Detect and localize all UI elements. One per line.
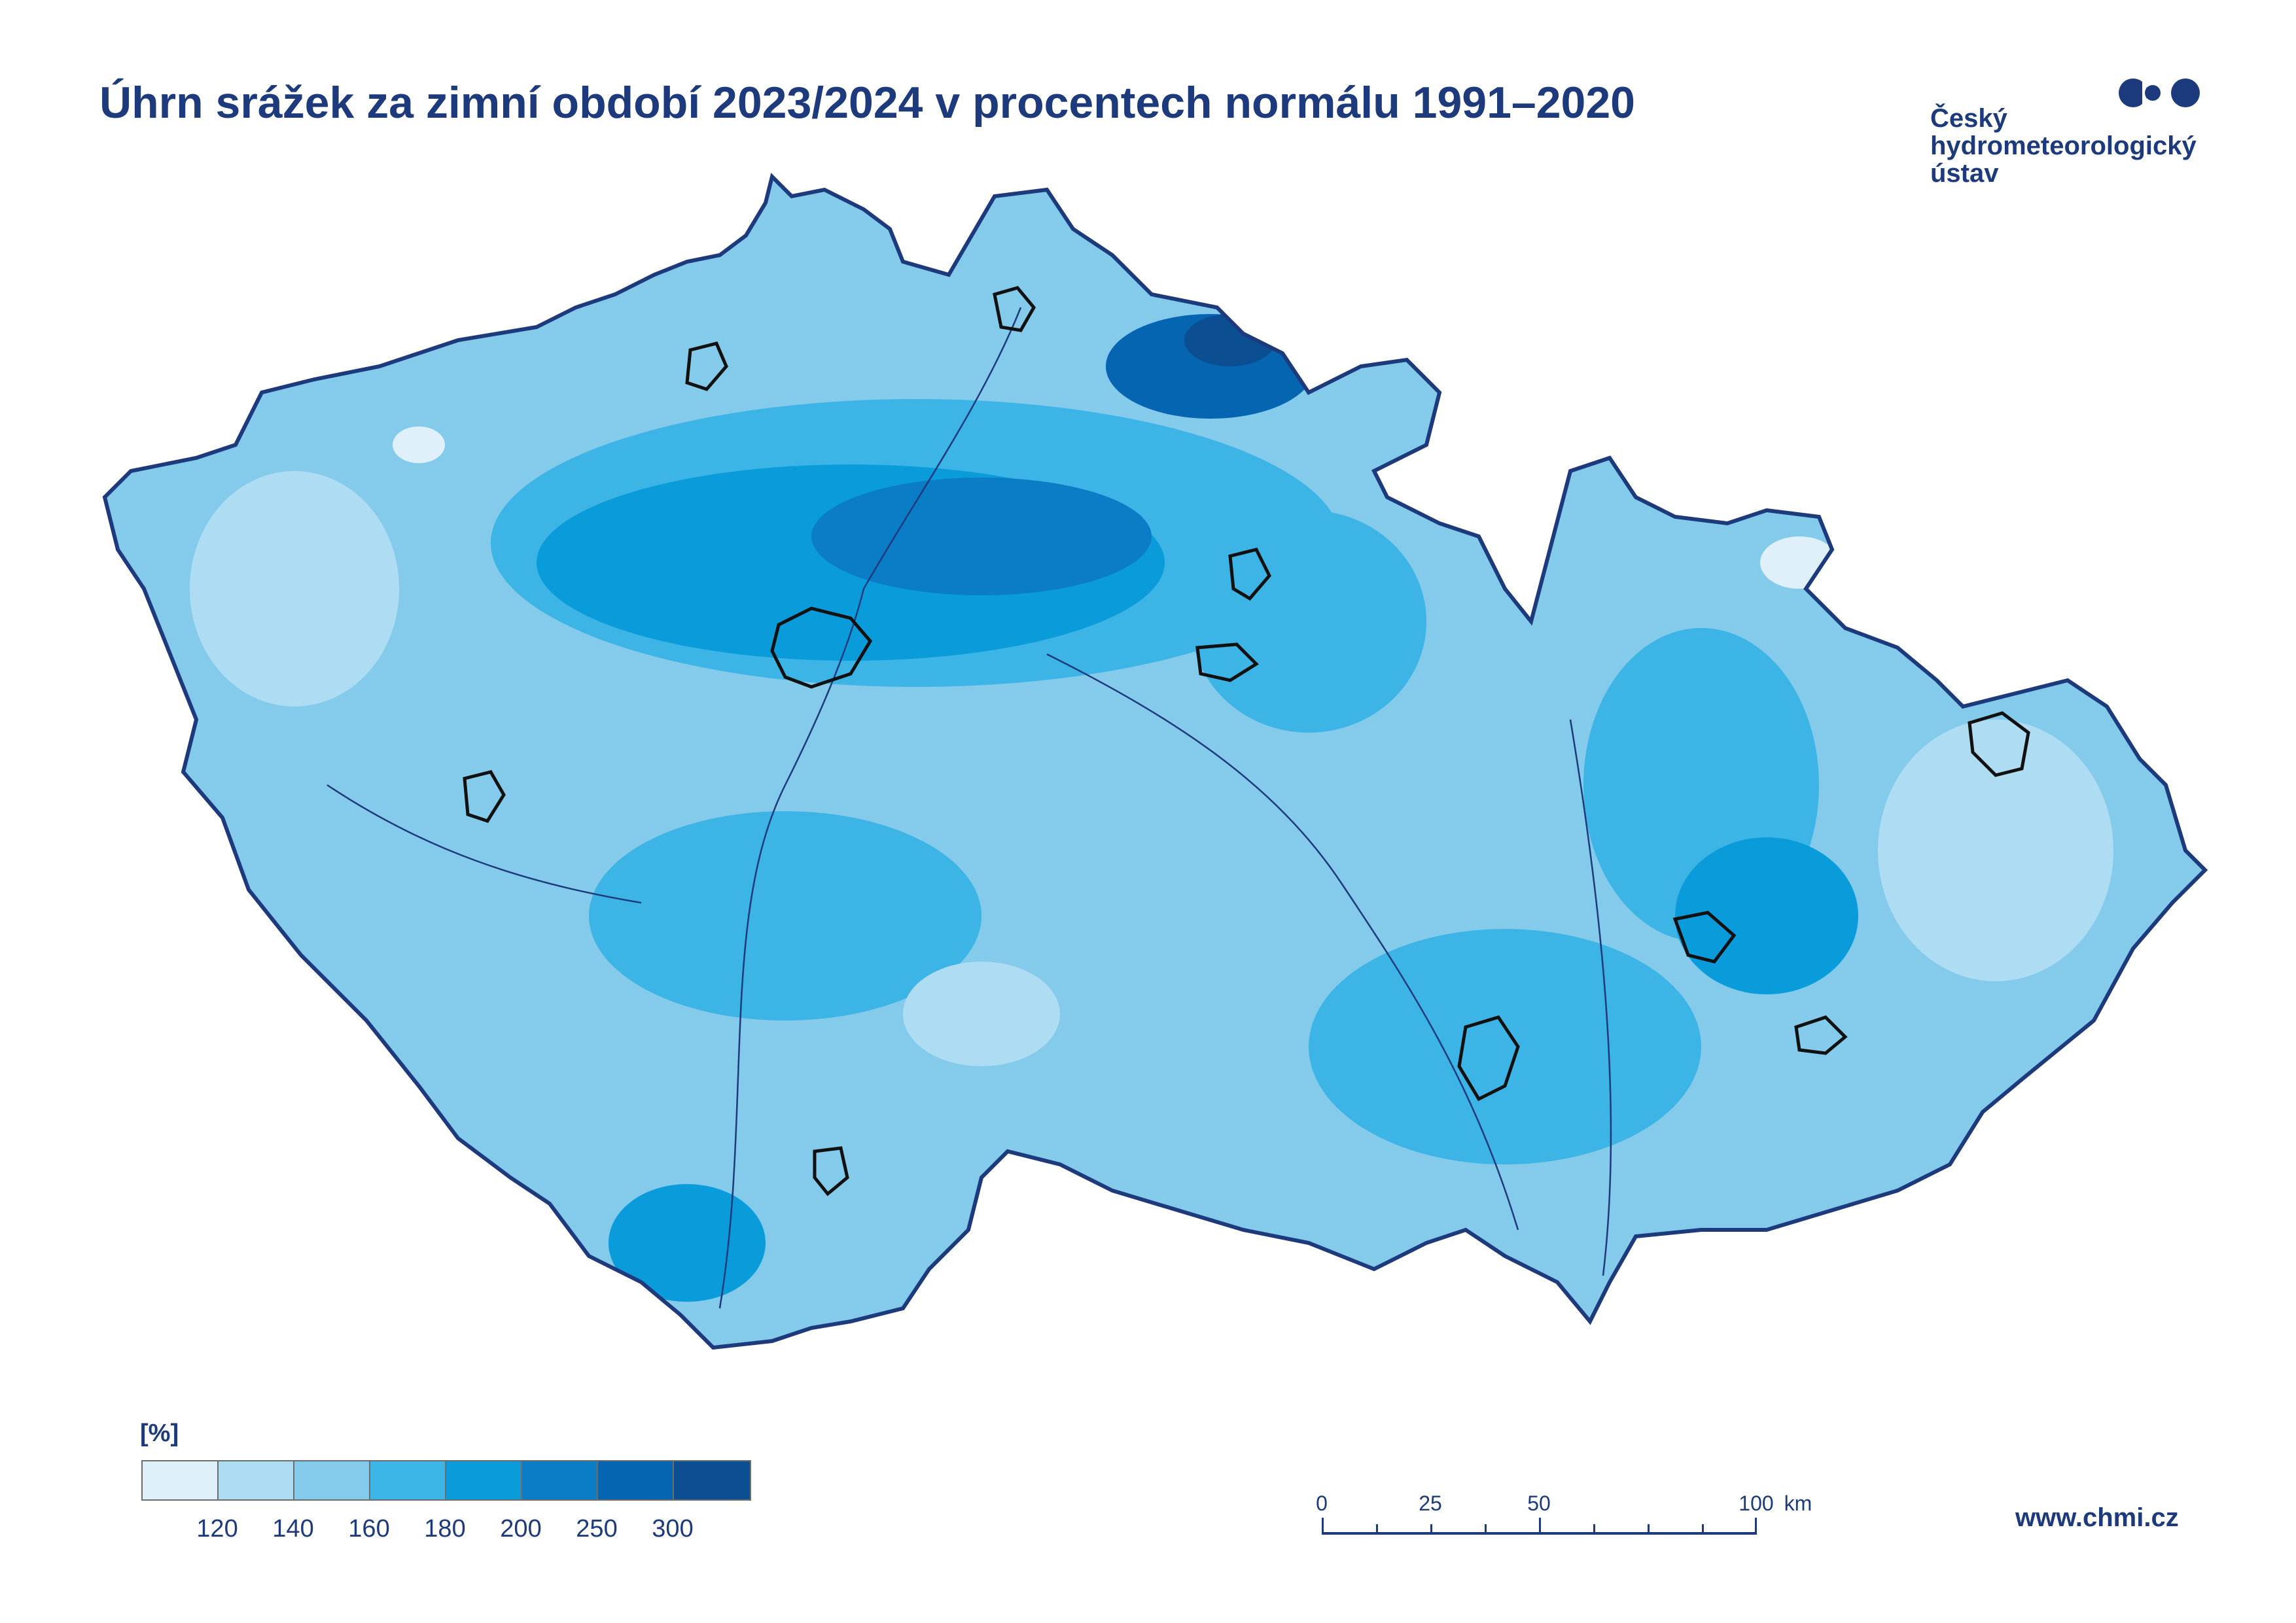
legend-swatch <box>294 1461 370 1499</box>
legend-label: 300 <box>652 1515 694 1543</box>
brno-outline <box>1457 1015 1520 1102</box>
legend-swatch <box>370 1461 446 1499</box>
chmi-logo-icon <box>2119 79 2200 107</box>
legend-label: 140 <box>272 1515 314 1543</box>
hradec-outline <box>1228 548 1271 601</box>
legend-swatch <box>219 1461 294 1499</box>
scale-label-50: 50 <box>1527 1492 1551 1515</box>
logo-line-1: Český <box>1930 104 2007 133</box>
scale-tick <box>1648 1524 1650 1535</box>
legend-label: 200 <box>500 1515 542 1543</box>
scale-tick <box>1430 1524 1432 1535</box>
plzen-outline <box>463 770 506 823</box>
scale-tick <box>1485 1524 1487 1535</box>
scale-tick <box>1755 1518 1757 1535</box>
scale-tick <box>1702 1524 1704 1535</box>
scale-tick <box>1322 1518 1324 1535</box>
scale-unit: km <box>1784 1492 1812 1515</box>
map-title: Úhrn srážek za zimní období 2023/2024 v … <box>99 78 1635 128</box>
ostrava-outline <box>1968 711 2030 777</box>
logo-line-2: hydrometeorologický <box>1930 131 2197 160</box>
legend-label: 120 <box>196 1515 238 1543</box>
legend-label: 160 <box>348 1515 390 1543</box>
website-link[interactable]: www.chmi.cz <box>2015 1503 2179 1532</box>
legend-label: 250 <box>576 1515 618 1543</box>
legend-swatch <box>598 1461 674 1499</box>
scale-label-0: 0 <box>1316 1492 1328 1515</box>
legend-colorbar <box>141 1460 751 1501</box>
scale-tick <box>1376 1524 1378 1535</box>
rivers <box>327 307 1612 1309</box>
scale-tick <box>1539 1518 1541 1535</box>
logo-line-3: ústav <box>1930 159 1999 188</box>
liberec-outline <box>993 286 1036 332</box>
budejovice-outline <box>813 1146 849 1196</box>
scale-tick <box>1593 1524 1595 1535</box>
legend-unit: [%] <box>140 1420 179 1447</box>
zlin-outline <box>1794 1015 1848 1055</box>
usti-outline <box>685 341 728 391</box>
scale-label-25: 25 <box>1419 1492 1442 1515</box>
olomouc-outline <box>1672 911 1737 964</box>
legend-label: 180 <box>424 1515 466 1543</box>
legend-swatch <box>143 1461 219 1499</box>
legend-labels: 120 140 160 180 200 250 300 <box>140 1515 768 1548</box>
scale-label-100: 100 <box>1739 1492 1774 1515</box>
legend-swatch <box>522 1461 598 1499</box>
city-outlines <box>463 286 2030 1196</box>
prague-outline <box>770 606 873 689</box>
legend-swatch <box>446 1461 522 1499</box>
pardubice-outline <box>1195 642 1259 682</box>
legend-swatch <box>674 1461 750 1499</box>
scale-bar: 0 25 50 100 km <box>1315 1492 1812 1563</box>
chmi-logo-text: Český hydrometeorologický ústav <box>1930 105 2205 187</box>
